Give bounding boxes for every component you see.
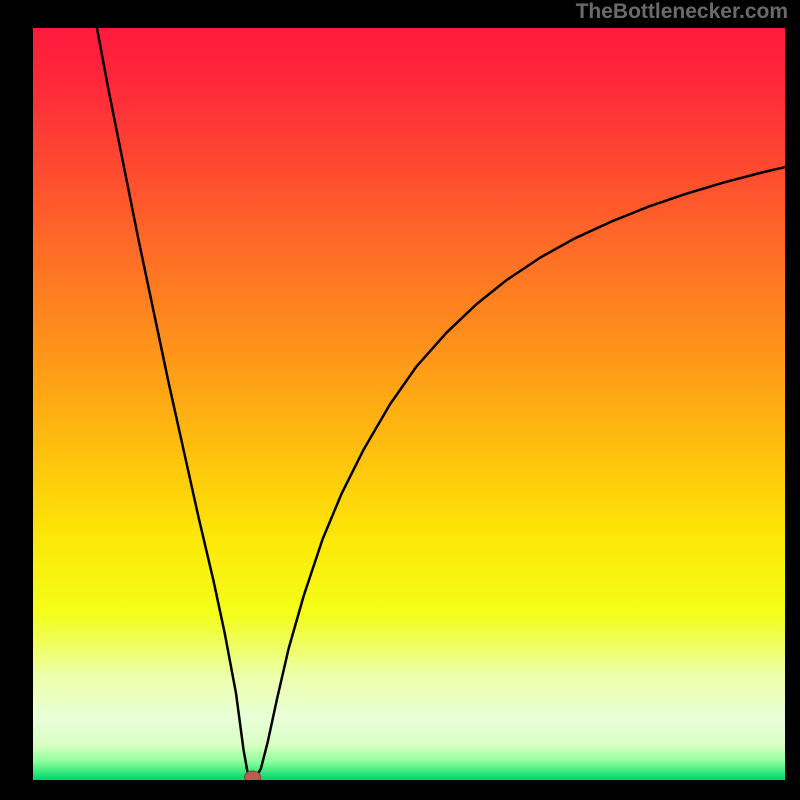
optimum-marker — [245, 771, 261, 780]
watermark-text: TheBottlenecker.com — [576, 0, 788, 24]
chart-background — [33, 28, 785, 780]
chart-plot-area — [33, 28, 785, 780]
chart-frame: TheBottlenecker.com — [0, 0, 800, 800]
chart-svg — [33, 28, 785, 780]
